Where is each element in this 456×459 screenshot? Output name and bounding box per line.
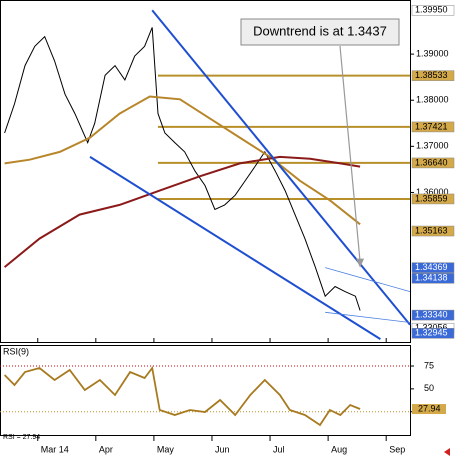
level-label: 1.34138 <box>415 273 448 283</box>
trendline <box>151 9 411 326</box>
trendline <box>89 156 381 340</box>
level-label: 1.32945 <box>415 328 448 338</box>
price-line <box>3 155 361 268</box>
last-value-label: 27.94 <box>418 403 441 413</box>
x-tick-label: Sep <box>389 444 405 454</box>
level-label: 1.37421 <box>415 121 448 131</box>
price-line <box>4 95 361 226</box>
scroll-arrow <box>444 448 450 456</box>
level-box <box>411 193 455 205</box>
level-box <box>411 273 455 284</box>
level-label: 1.38533 <box>415 70 448 80</box>
level-label: 1.36640 <box>415 157 448 167</box>
trendline <box>325 267 411 292</box>
y-tick-label: 1.36000 <box>416 187 449 197</box>
last-value-box <box>412 404 446 415</box>
y-tick-label: 1.37000 <box>416 141 449 151</box>
level-label: 1.33340 <box>415 309 448 319</box>
level-box <box>411 121 455 133</box>
x-tick-label: Apr <box>99 444 113 454</box>
x-tick-label: Mar 14 <box>41 444 69 454</box>
annotation-text: Downtrend is at 1.3437 <box>253 23 387 38</box>
level-box <box>411 5 455 16</box>
level-box <box>411 328 455 339</box>
annotation-box <box>240 18 400 46</box>
rsi-line <box>3 365 361 427</box>
level-label: 1.35859 <box>415 193 448 203</box>
x-tick-label: Jun <box>215 444 230 454</box>
y-tick-label: 1.39000 <box>416 48 449 58</box>
x-tick-label: Jul <box>273 444 285 454</box>
level-box <box>411 309 455 321</box>
y-tick-label: 50 <box>424 383 434 393</box>
y-tick-label: 75 <box>424 360 434 370</box>
rsi-panel <box>0 345 411 436</box>
level-box <box>411 225 455 237</box>
price-line <box>4 27 361 311</box>
price-panel <box>0 0 411 343</box>
rsi-title: RSI(9) <box>3 346 29 356</box>
level-label: 1.34369 <box>415 262 448 272</box>
x-tick-label: May <box>157 444 175 454</box>
annotation-arrow <box>339 45 361 262</box>
level-label: 1.33056 <box>415 323 448 333</box>
rsi-caption: RSI = 27.94 <box>3 434 40 441</box>
y-tick-label: 1.38000 <box>416 95 449 105</box>
trendline <box>325 311 411 323</box>
level-box <box>411 70 455 81</box>
x-tick-label: Aug <box>331 444 347 454</box>
level-label: 1.35163 <box>415 225 448 235</box>
level-box <box>411 157 455 169</box>
level-label: 1.39950 <box>415 5 448 15</box>
annotation-arrowhead <box>356 258 365 268</box>
level-box <box>411 262 455 273</box>
